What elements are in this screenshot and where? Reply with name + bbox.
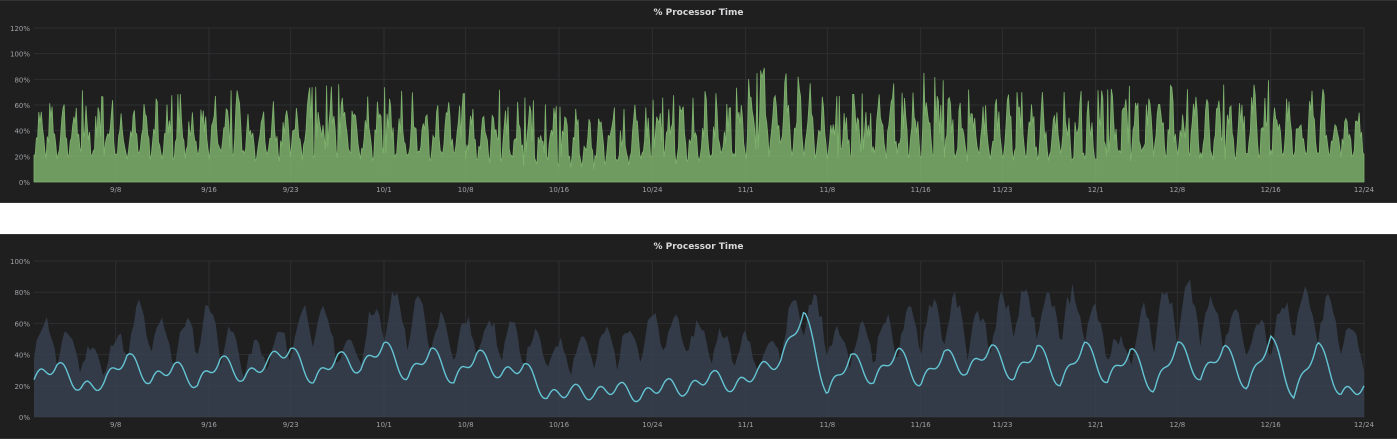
x-tick-label: 12/8 <box>1169 186 1185 194</box>
x-tick-label: 12/24 <box>1354 421 1375 429</box>
x-tick-label: 10/8 <box>458 421 474 429</box>
cpu-chart-panel-bottom: % Processor Time 0% 20% 40% 60% 80% 100% 9/8 9/… <box>0 234 1397 439</box>
chart-title: % Processor Time <box>653 242 744 252</box>
x-tick-label: 12/1 <box>1088 421 1104 429</box>
x-tick-label: 10/1 <box>376 186 392 194</box>
x-tick-label: 11/16 <box>911 421 932 429</box>
y-tick-label: 60% <box>14 102 30 110</box>
chart-title: % Processor Time <box>653 8 744 18</box>
y-tick-label: 80% <box>14 76 30 84</box>
x-tick-label: 11/8 <box>819 421 835 429</box>
x-tick-label: 11/8 <box>819 186 835 194</box>
y-tick-label: 40% <box>14 352 30 360</box>
x-tick-label: 9/23 <box>283 421 299 429</box>
series-max-area <box>34 279 1364 417</box>
y-tick-label: 60% <box>14 320 30 328</box>
cpu-chart-panel-top: % Processor Time 0% 20% 40% 60% 80% 100% 120% 9… <box>0 0 1397 203</box>
x-tick-label: 9/8 <box>110 421 121 429</box>
x-tick-label: 12/1 <box>1088 186 1104 194</box>
y-tick-label: 40% <box>14 128 30 136</box>
x-tick-label: 11/1 <box>738 421 754 429</box>
y-tick-label: 100% <box>10 258 30 266</box>
y-tick-label: 120% <box>10 25 30 33</box>
x-tick-label: 12/24 <box>1354 186 1375 194</box>
x-tick-label: 10/24 <box>642 186 663 194</box>
x-tick-label: 12/8 <box>1169 421 1185 429</box>
x-tick-label: 10/16 <box>549 186 570 194</box>
x-tick-label: 9/16 <box>201 186 217 194</box>
x-tick-label: 11/23 <box>992 421 1012 429</box>
y-tick-label: 80% <box>14 289 30 297</box>
x-tick-label: 10/1 <box>376 421 392 429</box>
y-tick-label: 20% <box>14 383 30 391</box>
x-tick-label: 9/23 <box>283 186 299 194</box>
x-tick-label: 9/16 <box>201 421 217 429</box>
x-tick-label: 9/8 <box>110 186 121 194</box>
y-tick-label: 0% <box>19 414 30 422</box>
series-avg-line <box>33 311 1365 403</box>
x-tick-label: 12/16 <box>1261 421 1282 429</box>
cpu-chart-top: 0% 20% 40% 60% 80% 100% 120% 9/8 9/16 9/23 10/1 10/… <box>10 25 1375 194</box>
x-tick-label: 11/1 <box>738 186 754 194</box>
y-tick-label: 20% <box>14 153 30 161</box>
cpu-chart-bottom: 0% 20% 40% 60% 80% 100% 9/8 9/16 9/23 10/1 10/8 10/… <box>10 258 1375 429</box>
y-tick-label: 100% <box>10 51 30 59</box>
x-tick-label: 12/16 <box>1261 186 1282 194</box>
x-tick-label: 10/8 <box>458 186 474 194</box>
y-tick-label: 0% <box>19 179 30 187</box>
x-tick-label: 10/24 <box>642 421 663 429</box>
series-processor-time <box>33 67 1365 183</box>
x-tick-label: 10/16 <box>549 421 570 429</box>
x-tick-label: 11/16 <box>911 186 932 194</box>
x-tick-label: 11/23 <box>992 186 1012 194</box>
